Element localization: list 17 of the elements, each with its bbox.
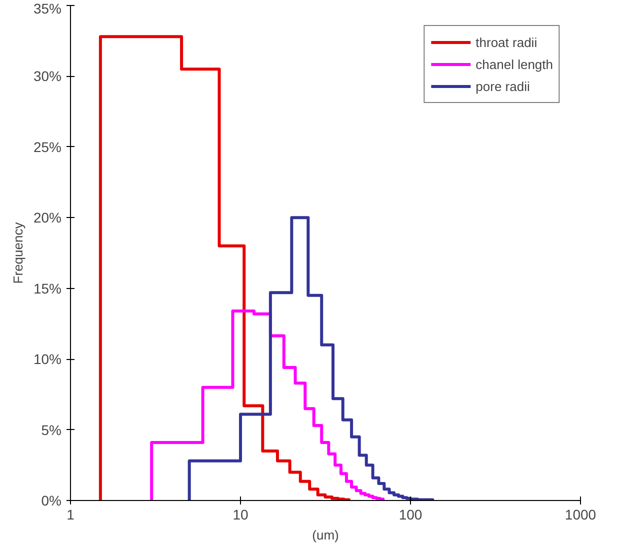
- y-axis-title: Frequency: [10, 222, 26, 284]
- y-tick-label: 30%: [33, 68, 62, 84]
- legend-label: pore radii: [476, 78, 530, 94]
- legend-label: chanel length: [476, 56, 553, 72]
- x-tick-label: 10: [232, 506, 248, 522]
- x-tick-label: 1000: [564, 506, 596, 522]
- y-tick-label: 5%: [41, 422, 62, 438]
- y-tick-label: 25%: [33, 138, 62, 155]
- y-tick-label: 10%: [33, 351, 62, 368]
- legend-label: throat radii: [476, 34, 538, 50]
- y-tick-label: 0%: [41, 492, 62, 508]
- y-tick-label: 15%: [33, 280, 62, 296]
- x-axis-title: (um): [312, 528, 339, 542]
- x-tick-label: 100: [398, 506, 422, 522]
- x-tick-label: 1: [66, 506, 75, 522]
- y-tick-label: 35%: [33, 0, 62, 16]
- y-tick-label: 20%: [33, 210, 62, 226]
